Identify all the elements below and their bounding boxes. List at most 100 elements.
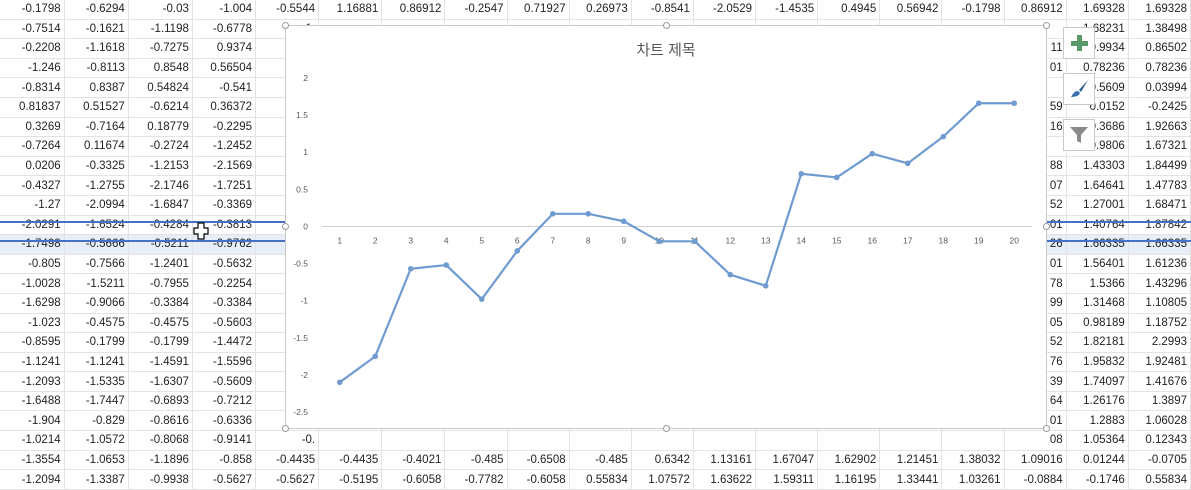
sheet-cell[interactable]: 1.33441 bbox=[879, 469, 943, 490]
sheet-cell[interactable] bbox=[941, 430, 1005, 451]
sheet-cell[interactable]: 1.40764 bbox=[1066, 215, 1129, 236]
sheet-cell[interactable]: 1.5366 bbox=[1066, 273, 1129, 294]
sheet-cell[interactable] bbox=[444, 430, 508, 451]
sheet-cell[interactable]: -1.4591 bbox=[128, 352, 193, 373]
sheet-cell[interactable]: 0.56504 bbox=[192, 58, 257, 79]
sheet-cell[interactable]: 1.27001 bbox=[1066, 195, 1129, 216]
sheet-cell[interactable]: 0.36372 bbox=[192, 97, 257, 118]
sheet-cell[interactable]: 1.95832 bbox=[1066, 352, 1129, 373]
sheet-cell[interactable]: -0.7566 bbox=[64, 254, 129, 275]
sheet-cell[interactable]: -2.0291 bbox=[0, 215, 65, 236]
sheet-cell[interactable]: -1.6847 bbox=[128, 195, 193, 216]
sheet-cell[interactable]: 0.55834 bbox=[1128, 469, 1191, 490]
sheet-cell[interactable]: -2.1746 bbox=[128, 175, 193, 196]
sheet-cell[interactable]: -0.4575 bbox=[128, 313, 193, 334]
sheet-cell[interactable]: 1.47783 bbox=[1128, 175, 1191, 196]
sheet-cell[interactable]: 1.64641 bbox=[1066, 175, 1129, 196]
sheet-cell[interactable]: -0.2724 bbox=[128, 136, 193, 157]
sheet-cell[interactable]: 1.38498 bbox=[1128, 19, 1191, 40]
sheet-cell[interactable]: 1.92663 bbox=[1128, 117, 1191, 138]
sheet-cell[interactable]: -0.2208 bbox=[0, 38, 65, 59]
sheet-cell[interactable]: -1.246 bbox=[0, 58, 65, 79]
data-point[interactable] bbox=[372, 353, 379, 360]
sheet-cell[interactable]: -1.0028 bbox=[0, 273, 65, 294]
sheet-cell[interactable]: 1.43303 bbox=[1066, 156, 1129, 177]
sheet-cell[interactable]: -0.0705 bbox=[1128, 450, 1191, 471]
resize-handle-e[interactable] bbox=[1043, 223, 1050, 230]
sheet-cell[interactable]: 1.03261 bbox=[941, 469, 1005, 490]
sheet-cell[interactable]: -0.6294 bbox=[64, 0, 129, 20]
sheet-cell[interactable]: 1.69328 bbox=[1128, 0, 1191, 20]
sheet-cell[interactable]: -1.1241 bbox=[0, 352, 65, 373]
sheet-cell[interactable]: -0.5544 bbox=[255, 0, 320, 20]
sheet-cell[interactable]: 0.4945 bbox=[817, 0, 881, 20]
sheet-cell[interactable]: 1.69328 bbox=[1066, 0, 1129, 20]
sheet-cell[interactable]: 0.01244 bbox=[1066, 450, 1129, 471]
sheet-cell[interactable]: -1.3387 bbox=[64, 469, 129, 490]
sheet-cell[interactable] bbox=[318, 430, 383, 451]
sheet-cell[interactable]: -1.6307 bbox=[128, 371, 193, 392]
sheet-cell[interactable]: -1.1198 bbox=[128, 19, 193, 40]
sheet-cell[interactable]: 0.03994 bbox=[1128, 77, 1191, 98]
sheet-cell[interactable]: 0.56942 bbox=[879, 0, 943, 20]
sheet-cell[interactable]: -2.0529 bbox=[693, 0, 757, 20]
data-point[interactable] bbox=[904, 160, 911, 167]
sheet-cell[interactable]: -1.2755 bbox=[64, 175, 129, 196]
sheet-cell[interactable]: -0.8595 bbox=[0, 332, 65, 353]
sheet-cell[interactable]: -0.8113 bbox=[64, 58, 129, 79]
sheet-cell[interactable]: 1.66335 bbox=[1066, 234, 1129, 255]
resize-handle-w[interactable] bbox=[282, 223, 289, 230]
sheet-cell[interactable]: 0.9374 bbox=[192, 38, 257, 59]
sheet-cell[interactable]: 1.26176 bbox=[1066, 391, 1129, 412]
sheet-cell[interactable]: -2.1569 bbox=[192, 156, 257, 177]
sheet-cell[interactable]: 1.56401 bbox=[1066, 254, 1129, 275]
data-point[interactable] bbox=[833, 174, 840, 181]
sheet-cell[interactable]: 0.54824 bbox=[128, 77, 193, 98]
sheet-cell[interactable]: -0.7514 bbox=[0, 19, 65, 40]
sheet-cell[interactable]: 2.2993 bbox=[1128, 332, 1191, 353]
sheet-cell[interactable]: -0.2547 bbox=[444, 0, 508, 20]
sheet-cell[interactable]: -0.0884 bbox=[1004, 469, 1067, 490]
resize-handle-ne[interactable] bbox=[1043, 22, 1050, 29]
sheet-cell[interactable]: -1.27 bbox=[0, 195, 65, 216]
data-point[interactable] bbox=[727, 271, 734, 278]
sheet-cell[interactable]: -0.5627 bbox=[255, 469, 320, 490]
sheet-cell[interactable]: -0.5627 bbox=[192, 469, 257, 490]
sheet-cell[interactable] bbox=[569, 430, 632, 451]
sheet-cell[interactable]: 0.18779 bbox=[128, 117, 193, 138]
sheet-cell[interactable]: -1.4535 bbox=[755, 0, 819, 20]
sheet-cell[interactable]: -2.0994 bbox=[64, 195, 129, 216]
data-point[interactable] bbox=[940, 133, 947, 140]
sheet-cell[interactable]: -1.2401 bbox=[128, 254, 193, 275]
sheet-cell[interactable]: -0.3325 bbox=[64, 156, 129, 177]
sheet-cell[interactable]: -1.2094 bbox=[0, 469, 65, 490]
chart-filters-button[interactable] bbox=[1063, 119, 1095, 151]
sheet-cell[interactable]: 1.82181 bbox=[1066, 332, 1129, 353]
sheet-cell[interactable]: -0.858 bbox=[192, 450, 257, 471]
sheet-cell[interactable]: -0.3369 bbox=[192, 195, 257, 216]
sheet-cell[interactable]: -0.829 bbox=[64, 410, 129, 432]
data-point[interactable] bbox=[514, 248, 521, 254]
resize-handle-sw[interactable] bbox=[282, 425, 289, 432]
resize-handle-nw[interactable] bbox=[282, 22, 289, 29]
sheet-cell[interactable]: -0.1799 bbox=[128, 332, 193, 353]
sheet-cell[interactable]: -0.9762 bbox=[192, 234, 257, 255]
sheet-cell[interactable]: 08 bbox=[1004, 430, 1067, 451]
sheet-cell[interactable]: 0.71927 bbox=[507, 0, 570, 20]
sheet-cell[interactable]: -1.004 bbox=[192, 0, 257, 20]
sheet-cell[interactable]: -0.1798 bbox=[941, 0, 1005, 20]
sheet-cell[interactable]: -0.5632 bbox=[192, 254, 257, 275]
sheet-cell[interactable]: -1.6488 bbox=[0, 391, 65, 412]
sheet-cell[interactable]: 0.8387 bbox=[64, 77, 129, 98]
sheet-cell[interactable]: 1.13161 bbox=[693, 450, 757, 471]
sheet-cell[interactable]: 1.62902 bbox=[817, 450, 881, 471]
sheet-cell[interactable]: 1.68471 bbox=[1128, 195, 1191, 216]
sheet-cell[interactable]: -1.2093 bbox=[0, 371, 65, 392]
sheet-cell[interactable]: -0.1798 bbox=[0, 0, 65, 20]
sheet-cell[interactable]: -0.7212 bbox=[192, 391, 257, 412]
sheet-cell[interactable]: -0.485 bbox=[569, 450, 632, 471]
sheet-cell[interactable]: -0.6778 bbox=[192, 19, 257, 40]
sheet-cell[interactable]: -1.0653 bbox=[64, 450, 129, 471]
sheet-cell[interactable]: -0.541 bbox=[192, 77, 257, 98]
series-line[interactable] bbox=[339, 102, 1015, 384]
